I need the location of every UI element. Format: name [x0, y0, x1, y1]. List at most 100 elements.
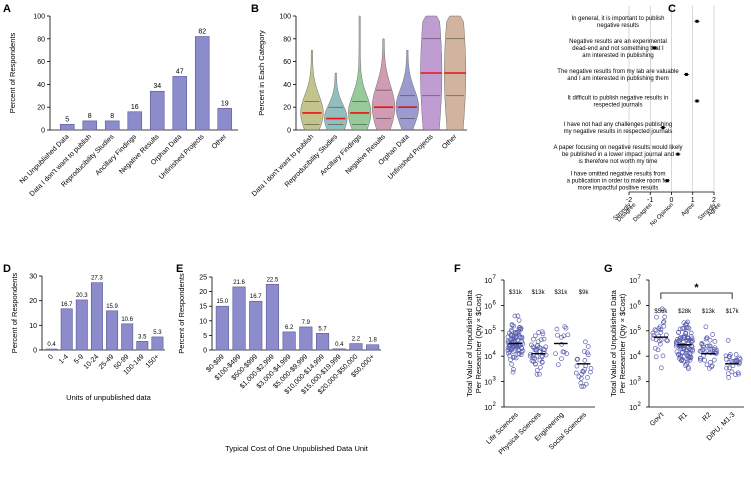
- y-tick-label: 10: [484, 303, 492, 310]
- y-tick-exponent: 5: [493, 326, 497, 332]
- data-point: [678, 346, 684, 351]
- y-tick-exponent: 2: [638, 402, 642, 408]
- median-value-label: $13k: [702, 309, 716, 315]
- bar-value-label: 2.2: [352, 337, 361, 343]
- data-point: [663, 332, 669, 338]
- bar-value-label: 21.6: [233, 280, 245, 286]
- panel-f-label: F: [454, 263, 461, 275]
- bar: [215, 305, 229, 351]
- bar: [149, 90, 165, 131]
- data-point: [653, 345, 658, 351]
- scale-label: No Opinion: [649, 202, 674, 227]
- data-point: [578, 380, 584, 386]
- bar: [265, 283, 280, 351]
- bar: [282, 331, 296, 351]
- data-point: [723, 356, 729, 362]
- bar: [127, 111, 143, 131]
- bar-value-label: 7.9: [302, 320, 311, 326]
- y-tick-label: 5: [203, 333, 207, 340]
- data-point: [510, 336, 516, 341]
- bar-value-label: 3.5: [138, 334, 147, 340]
- statement-text: am interested in publishing: [582, 53, 653, 59]
- data-point: [562, 324, 568, 330]
- mean-marker: [661, 126, 665, 130]
- bar: [59, 124, 75, 131]
- median-value-label: $9k: [579, 290, 590, 296]
- data-point: [516, 351, 522, 357]
- y-tick-label: 20: [37, 105, 45, 112]
- statement-text: my negative results in respected journal…: [564, 129, 673, 135]
- data-point: [559, 342, 565, 347]
- data-point: [533, 361, 538, 367]
- x-tick-label: Ancillary Findings: [319, 133, 363, 177]
- bar: [232, 286, 246, 351]
- statement-text: and I am interested in publishing them: [567, 76, 668, 82]
- statement-text: respected journals: [593, 103, 642, 109]
- data-point: [516, 317, 522, 323]
- data-point: [676, 343, 681, 348]
- data-point: [709, 363, 715, 368]
- x-axis-title: Units of unpublished data: [66, 393, 151, 402]
- data-point: [687, 346, 692, 351]
- data-point: [528, 353, 533, 359]
- data-point: [683, 322, 689, 327]
- data-point: [660, 353, 666, 359]
- data-point: [539, 329, 545, 335]
- violin: [371, 38, 396, 131]
- bar-value-label: 0.4: [47, 342, 56, 348]
- data-point: [681, 325, 687, 331]
- data-point: [517, 334, 523, 339]
- data-point: [585, 344, 591, 349]
- data-point: [539, 359, 545, 365]
- statement-text: negative results: [597, 23, 639, 29]
- bar: [90, 282, 103, 351]
- statement-text: more impactful positive results: [578, 186, 659, 192]
- y-tick-label: 40: [37, 82, 45, 89]
- panel-d-label: D: [3, 263, 11, 275]
- median-value-label: $17k: [726, 309, 740, 315]
- panel-d: 0 10 20 30 Percent of Respondents 0.4 0 16.7 1-4…: [10, 273, 165, 402]
- data-point: [712, 345, 718, 351]
- data-point: [685, 350, 691, 356]
- statement-text: I have not had any challenges publishing: [564, 122, 672, 128]
- data-point: [543, 344, 549, 350]
- x-tick-label: 1: [691, 197, 695, 204]
- data-point: [553, 351, 558, 357]
- y-tick-label: 15: [199, 304, 207, 311]
- median-value-label: $28k: [678, 309, 692, 315]
- bar-value-label: 15.9: [106, 304, 118, 310]
- data-point: [704, 335, 710, 341]
- significance-marker: *: [694, 282, 699, 294]
- statement-text: I have omitted negative results from: [570, 172, 665, 178]
- mean-marker: [653, 46, 656, 50]
- y-tick-exponent: 3: [638, 377, 642, 383]
- bar: [136, 341, 149, 351]
- violin: [395, 49, 419, 131]
- data-point: [660, 320, 666, 325]
- statement-text: A paper focusing on negative results wou…: [553, 145, 682, 151]
- y-tick-label: 10: [629, 380, 637, 387]
- bar: [332, 348, 346, 351]
- data-point: [516, 327, 522, 332]
- y-tick-label: 40: [283, 82, 291, 89]
- y-tick-exponent: 6: [493, 300, 497, 306]
- bar: [349, 343, 363, 351]
- data-point: [650, 330, 656, 336]
- y-tick-label: 10: [484, 405, 492, 412]
- statement-text: be published in a lower impact journal a…: [562, 152, 674, 158]
- data-point: [555, 362, 561, 368]
- bar-value-label: 16: [131, 104, 139, 111]
- data-point: [574, 363, 580, 369]
- data-point: [737, 355, 742, 361]
- data-point: [530, 355, 536, 361]
- y-tick-exponent: 4: [493, 351, 497, 357]
- data-point: [585, 350, 590, 356]
- y-axis-title: Total Value of Unpublished Data: [609, 289, 618, 396]
- data-point: [582, 339, 588, 345]
- data-point: [585, 375, 590, 380]
- data-point: [510, 369, 516, 375]
- data-point: [513, 355, 519, 361]
- y-tick-label: 0: [287, 128, 291, 135]
- y-tick-label: 10: [29, 323, 37, 330]
- bar: [194, 36, 210, 131]
